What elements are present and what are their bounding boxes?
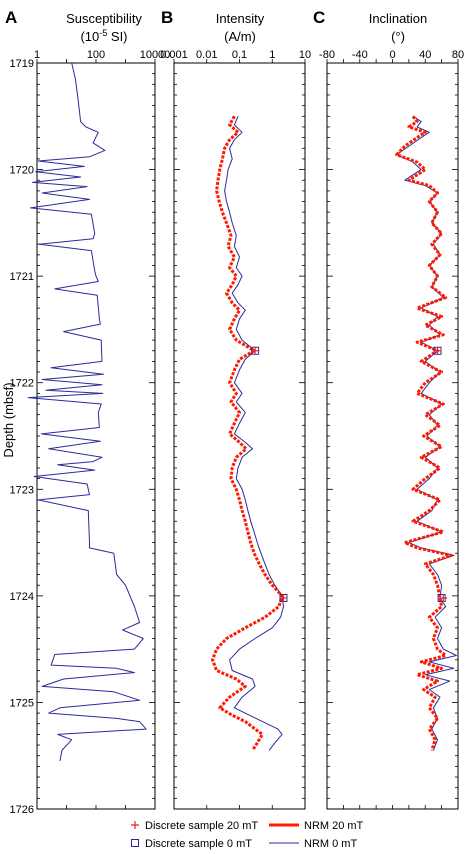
panel-frame <box>173 62 306 810</box>
panel-b-title: Intensity <box>216 11 265 26</box>
legend-item: NRM 20 mT <box>269 820 364 832</box>
discrete-sample-20mt-marker <box>439 593 448 602</box>
legend-label: Discrete sample 20 mT <box>145 820 258 832</box>
series-line-susceptibility <box>27 62 147 762</box>
panel-b-letter: B <box>161 8 173 27</box>
panel-c-title: Inclination <box>369 11 428 26</box>
panel-frame <box>326 62 459 810</box>
legend-label: NRM 20 mT <box>304 820 364 832</box>
y-tick-label: 1723 <box>10 484 34 496</box>
discrete-sample-20mt-marker <box>251 346 260 355</box>
discrete-sample-20mt-marker <box>433 346 442 355</box>
panel-b-header: B Intensity (A/m) <box>161 8 265 44</box>
x-tick-label: 40 <box>419 49 431 61</box>
legend-item: Discrete sample 0 mT <box>131 838 252 850</box>
panel-c-unit: (°) <box>391 29 405 44</box>
y-tick-label: 1722 <box>10 378 34 390</box>
x-tick-label: 80 <box>452 49 464 61</box>
y-tick-label: 1721 <box>10 271 34 283</box>
panel-a-unit-pre: (10 <box>80 29 99 44</box>
discrete-sample-20mt-marker <box>279 593 288 602</box>
y-tick-label: 1726 <box>10 804 34 816</box>
panel-b-unit: (A/m) <box>224 29 256 44</box>
panel-a: 1 100 10000 <box>27 49 171 810</box>
x-tick-label: 1 <box>269 49 275 61</box>
panel-a-unit-sup: -5 <box>99 28 107 38</box>
x-tick-label: 0.1 <box>232 49 247 61</box>
y-tick-labels: 1719 1720 1721 1722 1723 1724 1725 1726 <box>10 58 34 816</box>
y-tick-label: 1720 <box>10 165 34 177</box>
y-tick-label: 1725 <box>10 697 34 709</box>
panel-a-unit-post: SI) <box>107 29 127 44</box>
x-tick-label: 10000 <box>140 49 171 61</box>
y-tick-label: 1724 <box>10 591 34 603</box>
y-tick-label: 1719 <box>10 58 34 70</box>
series-line-nrm-20-mt <box>211 115 284 752</box>
panel-c-letter: C <box>313 8 325 27</box>
x-tick-label: 0 <box>389 49 395 61</box>
x-tick-label: -80 <box>319 49 335 61</box>
series-line-nrm-20-mt <box>395 115 453 751</box>
panel-a-header: A Susceptibility (10-5 SI) <box>5 8 142 44</box>
x-tick-label: 0.01 <box>196 49 217 61</box>
panel-c: -80 -40 0 40 80 <box>319 49 464 810</box>
panel-a-title: Susceptibility <box>66 11 142 26</box>
x-tick-label: 10 <box>299 49 311 61</box>
legend-square-marker <box>131 839 139 847</box>
panel-a-letter: A <box>5 8 17 27</box>
panel-c-header: C Inclination (°) <box>313 8 427 44</box>
legend-label: Discrete sample 0 mT <box>145 838 252 850</box>
x-tick-label: -40 <box>352 49 368 61</box>
series-line-nrm-0-mt <box>224 116 284 751</box>
x-tick-label: 0.001 <box>160 49 188 61</box>
legend: Discrete sample 20 mT NRM 20 mT Discrete s… <box>131 820 364 850</box>
panel-b: 0.001 0.01 0.1 1 10 <box>160 49 311 810</box>
legend-item: NRM 0 mT <box>269 838 357 850</box>
panel-a-unit: (10-5 SI) <box>80 28 127 44</box>
x-tick-label: 100 <box>87 49 105 61</box>
y-axis-label: Depth (mbsf) <box>1 382 16 457</box>
legend-plus-marker <box>131 821 139 829</box>
legend-item: Discrete sample 20 mT <box>131 820 258 832</box>
x-tick-label: 1 <box>34 49 40 61</box>
legend-label: NRM 0 mT <box>304 838 357 850</box>
